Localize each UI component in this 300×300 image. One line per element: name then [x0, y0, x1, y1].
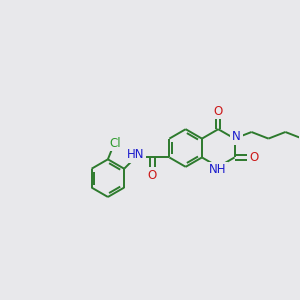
Text: O: O: [249, 151, 258, 164]
Text: Cl: Cl: [110, 137, 121, 150]
Text: O: O: [148, 169, 157, 182]
Text: NH: NH: [208, 163, 226, 176]
Text: O: O: [214, 105, 223, 118]
Text: HN: HN: [127, 148, 144, 161]
Text: N: N: [232, 130, 241, 143]
